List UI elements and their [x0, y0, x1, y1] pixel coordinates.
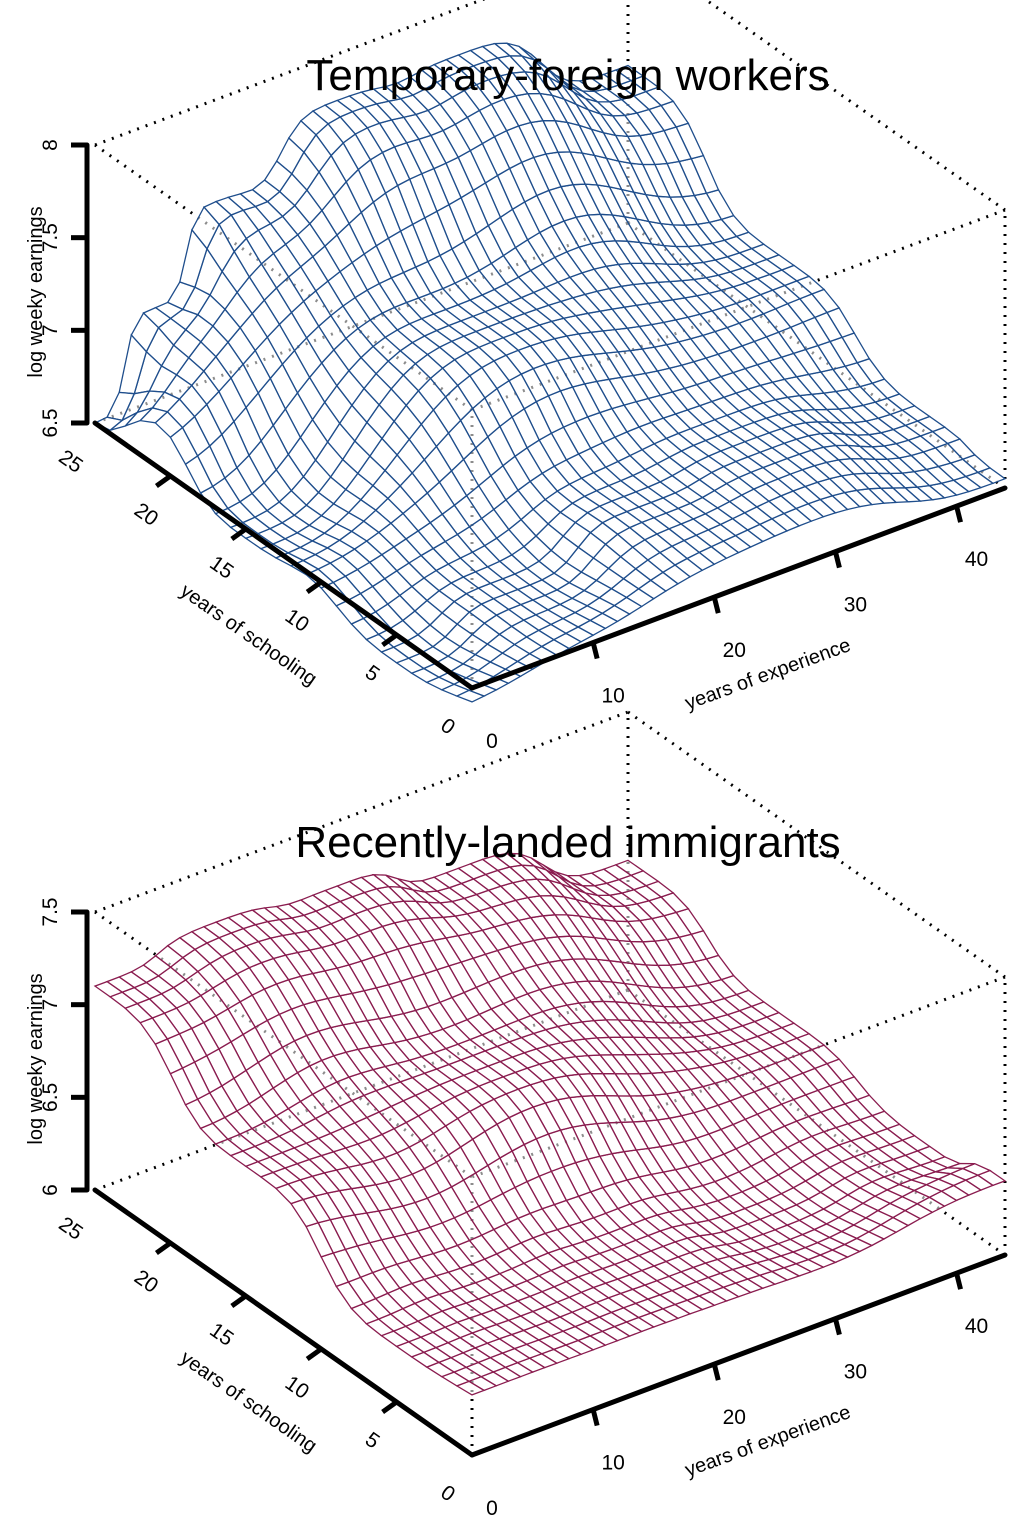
z-axis-title: log weeky earnings [25, 206, 47, 377]
y-axis-line [92, 420, 475, 691]
x-tick-mark [954, 505, 963, 523]
surface-plot-temporary-foreign-workers: 0 10 20 30 40 0 5 10 15 20 25 6.5 7 7.5 8 years of expe… [25, 0, 1008, 753]
z-tick-label: 6.5 [39, 408, 62, 437]
y-tick-mark [230, 526, 248, 542]
y-tick-mark [381, 632, 399, 648]
surface-plot-recently-landed-immigrants: 0 10 20 30 40 0 5 10 15 20 25 6 6.5 7 7.5 years of expe… [25, 710, 1008, 1520]
x-axis-title: years of experience [682, 1401, 854, 1481]
y-tick-mark [305, 1346, 323, 1362]
x-tick-label: 10 [601, 685, 624, 708]
x-tick-label: 10 [601, 1452, 624, 1475]
x-tick-mark [590, 1408, 600, 1427]
x-tick-label: 40 [965, 548, 988, 571]
x-axis-line [469, 485, 1008, 691]
chart-title: Temporary-foreign workers [306, 51, 829, 100]
x-tick-label: 20 [723, 639, 746, 662]
z-tick-label: 7 [39, 324, 62, 336]
y-tick-label: 10 [281, 605, 313, 637]
x-tick-mark [954, 1272, 963, 1290]
z-tick-label: 7 [39, 999, 62, 1011]
surface-mesh-recently-landed-immigrants [93, 852, 1007, 1396]
y-tick-label: 25 [55, 1213, 87, 1245]
z-tick-label: 8 [39, 139, 62, 151]
x-tick-mark [832, 1318, 842, 1336]
surface-mesh-temporary-foreign-workers [93, 42, 1007, 703]
x-axis-line [469, 1252, 1008, 1458]
x-tick-mark [832, 551, 842, 569]
y-tick-mark [154, 473, 172, 489]
z-tick-label: 7.5 [39, 897, 62, 926]
surface-cell [93, 980, 124, 998]
y-tick-label: 25 [55, 446, 87, 478]
chart-panel-temporary-foreign-workers: 0 10 20 30 40 0 5 10 15 20 25 6.5 7 7.5 8 years of expe… [25, 0, 1008, 753]
y-tick-mark [381, 1399, 399, 1415]
x-axis-title: years of experience [682, 634, 854, 714]
z-axis-title: log weeky earnings [25, 973, 47, 1144]
x-tick-label: 30 [844, 594, 867, 617]
chart-title: Recently-landed immigrants [295, 818, 840, 867]
y-tick-label: 0 [436, 714, 459, 740]
x-tick-label: 30 [844, 1361, 867, 1384]
y-tick-mark [154, 1240, 172, 1256]
z-tick-label: 6 [39, 1184, 62, 1196]
y-tick-mark [305, 579, 323, 595]
y-tick-label: 15 [205, 1319, 237, 1351]
y-tick-label: 5 [361, 661, 384, 687]
x-tick-mark [590, 641, 600, 660]
chart-panel-recently-landed-immigrants: 0 10 20 30 40 0 5 10 15 20 25 6 6.5 7 7.5 years of expe… [0, 710, 1027, 1534]
y-axis-line [92, 1187, 475, 1458]
y-tick-label: 20 [130, 1266, 162, 1298]
x-tick-label: 0 [486, 730, 498, 753]
y-tick-label: 20 [130, 499, 162, 531]
x-tick-mark [711, 1363, 721, 1381]
x-tick-mark [711, 596, 721, 614]
y-tick-label: 5 [361, 1428, 384, 1454]
y-tick-label: 10 [281, 1372, 313, 1404]
y-tick-label: 15 [205, 552, 237, 584]
z-tick-label: 7.5 [39, 223, 62, 252]
x-tick-label: 40 [965, 1315, 988, 1338]
y-tick-mark [230, 1293, 248, 1309]
z-tick-label: 6.5 [39, 1083, 62, 1112]
x-tick-label: 20 [723, 1406, 746, 1429]
y-tick-label: 0 [436, 1481, 459, 1507]
x-tick-label: 0 [486, 1497, 498, 1520]
